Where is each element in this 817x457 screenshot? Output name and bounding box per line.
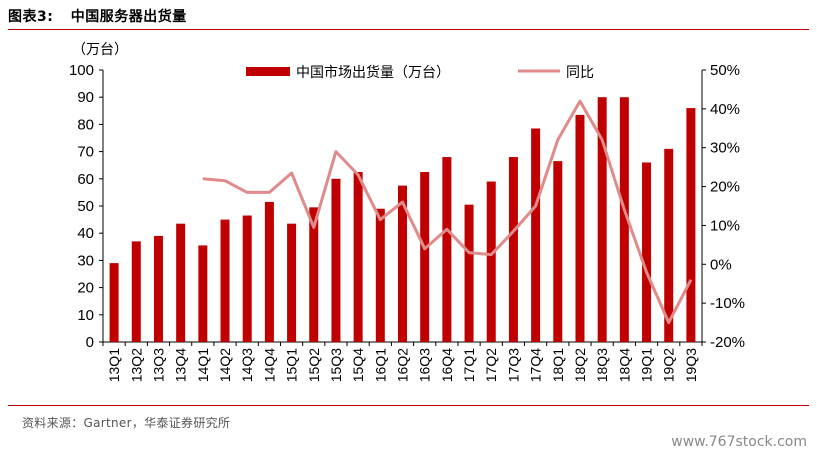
x-tick-label: 13Q2: [128, 348, 144, 382]
legend-bar-swatch: [246, 67, 290, 76]
right-tick-label: 0%: [710, 256, 732, 273]
x-tick-label: 15Q3: [328, 348, 344, 382]
shipment-chart: 0 10 20 30 40 50 60 70 80 90 100 -20% -10% 0% 10% 20% 30…: [69, 41, 745, 382]
x-tick-label: 17Q4: [528, 348, 544, 382]
x-tick-label: 18Q4: [616, 348, 632, 382]
bar: [464, 204, 474, 342]
bar: [508, 157, 518, 342]
left-tick-label: 80: [77, 116, 94, 133]
bar: [686, 108, 696, 342]
bar: [264, 201, 274, 342]
figure-header: 图表3: 中国服务器出货量: [8, 6, 187, 26]
bar: [553, 161, 563, 342]
left-tick-label: 50: [77, 198, 94, 215]
header-rule: [8, 29, 809, 30]
bar: [597, 97, 607, 342]
bar: [109, 263, 119, 342]
x-tick-label: 19Q1: [639, 348, 655, 382]
x-tick-label: 18Q2: [572, 348, 588, 382]
legend-bar-label: 中国市场出货量（万台）: [296, 64, 450, 80]
right-tick-label: 30%: [710, 140, 740, 157]
left-tick-label: 0: [86, 334, 94, 351]
left-tick-label: 90: [77, 89, 94, 106]
legend-line-label: 同比: [566, 64, 594, 80]
bar: [287, 223, 297, 342]
bar: [198, 245, 208, 342]
yoy-line: [202, 99, 693, 325]
right-tick-label: -10%: [710, 295, 745, 312]
x-tick-label: 16Q1: [372, 348, 388, 382]
x-tick-label: 15Q2: [306, 348, 322, 382]
bar: [176, 223, 186, 342]
x-tick-label: 14Q2: [217, 348, 233, 382]
x-tick-label: 16Q2: [395, 348, 411, 382]
bar: [353, 172, 363, 342]
x-tick-label: 16Q3: [417, 348, 433, 382]
bar: [420, 172, 430, 342]
bar: [153, 235, 163, 342]
right-tick-label: 40%: [710, 101, 740, 118]
left-tick-label: 100: [69, 62, 94, 79]
x-tick-label: 14Q4: [261, 348, 277, 382]
bar: [220, 219, 230, 342]
x-tick-label: 13Q3: [150, 348, 166, 382]
bar: [398, 185, 407, 342]
bar: [619, 97, 629, 342]
bar: [331, 178, 341, 342]
x-tick-label: 13Q4: [173, 348, 189, 382]
x-tick-label: 16Q4: [439, 348, 455, 382]
bar: [531, 128, 541, 342]
right-tick-label: -20%: [710, 334, 745, 351]
x-tick-label: 18Q3: [594, 348, 610, 382]
x-tick-label: 14Q3: [239, 348, 255, 382]
right-tick-label: 10%: [710, 217, 740, 234]
bar: [131, 241, 141, 342]
left-tick-label: 40: [77, 225, 94, 242]
x-tick-label: 14Q1: [195, 348, 211, 382]
right-tick-label: 20%: [710, 179, 740, 196]
figure-number: 图表3:: [8, 9, 54, 25]
x-tick-label: 19Q2: [661, 348, 677, 382]
source-note: 资料来源：Gartner，华泰证券研究所: [22, 416, 231, 430]
right-tick-label: 50%: [710, 62, 740, 79]
x-tick-label: 17Q1: [461, 348, 477, 382]
bar: [664, 148, 674, 342]
bar: [486, 181, 496, 342]
footer-rule: [8, 405, 809, 406]
bar: [442, 157, 452, 342]
bar: [575, 114, 585, 342]
bar: [242, 215, 252, 342]
x-tick-label: 15Q1: [284, 348, 300, 382]
bar: [309, 207, 319, 342]
left-unit-label: （万台）: [72, 41, 128, 57]
figure-title: 中国服务器出货量: [70, 9, 187, 25]
bar: [642, 162, 652, 342]
x-tick-label: 17Q3: [505, 348, 521, 382]
x-tick-label: 19Q3: [683, 348, 699, 382]
x-tick-label: 13Q1: [106, 348, 122, 382]
x-tick-label: 18Q1: [550, 348, 566, 382]
left-tick-label: 10: [77, 307, 94, 324]
bar: [375, 208, 385, 342]
left-tick-label: 60: [77, 171, 94, 188]
left-tick-label: 70: [77, 144, 94, 161]
left-tick-label: 20: [77, 280, 94, 297]
x-tick-label: 15Q4: [350, 348, 366, 382]
x-tick-label: 17Q2: [483, 348, 499, 382]
watermark: www.767stock.com: [671, 434, 807, 450]
left-tick-label: 30: [77, 252, 94, 269]
